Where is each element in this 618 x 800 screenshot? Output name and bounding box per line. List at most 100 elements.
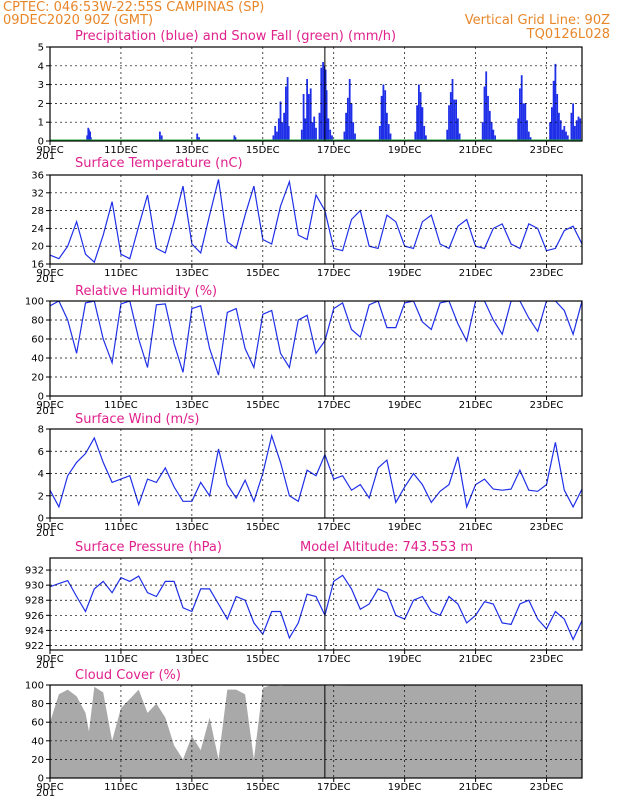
precip-bar xyxy=(558,112,560,141)
precip-bar xyxy=(453,99,456,141)
y-tick-label: 80 xyxy=(31,699,44,710)
x-tick-label: 11DEC xyxy=(104,522,138,533)
header-run-time: 09DEC2020 90Z (GMT) xyxy=(3,13,153,28)
x-tick-label: 19DEC xyxy=(388,145,422,156)
precip-bar xyxy=(352,122,355,141)
precip-bar xyxy=(88,129,90,141)
precip-bar xyxy=(286,77,289,141)
x-tick-label: 17DEC xyxy=(317,522,351,533)
precip-bar xyxy=(421,107,424,141)
precip-bar xyxy=(300,129,303,141)
precip-bar xyxy=(416,105,418,141)
x-tick-label: 17DEC xyxy=(317,268,351,279)
precip-bar xyxy=(529,137,532,141)
wind-panel: 0 2 4 6 8 9DEC 11DEC 13DEC 15DEC 17DEC 19DEC 21DEC 2… xyxy=(36,425,583,539)
precip-bar xyxy=(418,84,420,141)
humidity-data xyxy=(50,301,582,376)
precip-bar xyxy=(159,131,161,141)
precip-bar xyxy=(329,129,332,141)
precip-bar xyxy=(414,131,417,141)
precip-bar xyxy=(559,120,562,141)
wind-series-line xyxy=(50,433,582,510)
header-model-code: TQ0126L028 xyxy=(526,27,610,42)
x-tick-label: 11DEC xyxy=(104,654,138,665)
precip-bar xyxy=(304,118,307,141)
precip-bar xyxy=(549,122,551,141)
y-tick-label: 1 xyxy=(38,118,44,129)
y-tick-label: 28 xyxy=(31,206,44,217)
precip-bar xyxy=(285,86,287,141)
temperature-data xyxy=(50,179,582,264)
precip-bar xyxy=(425,135,427,141)
x-tick-label: 17DEC xyxy=(317,145,351,156)
x-tick-label: 13DEC xyxy=(175,268,209,279)
y-tick-label: 3 xyxy=(38,80,44,91)
x-year-label: 201 xyxy=(36,406,55,417)
y-tick-label: 4 xyxy=(38,469,44,480)
precip-bar xyxy=(86,135,89,141)
x-tick-label: 13DEC xyxy=(175,400,209,411)
humidity-panel: 0 20 40 60 80 100 9DEC 11DEC 13DEC 15DEC 17DEC 19DE… xyxy=(25,297,583,417)
precip-bar xyxy=(551,107,553,141)
precip-frame xyxy=(49,46,583,142)
y-tick-label: 926 xyxy=(25,611,44,622)
header-location: CPTEC: 046:53W-22:55S CAMPINAS (SP) xyxy=(3,0,264,15)
precip-bar xyxy=(198,137,200,141)
temperature-series-line xyxy=(50,179,582,264)
x-tick-label: 19DEC xyxy=(388,268,422,279)
precip-bar xyxy=(331,135,333,141)
x-tick-label: 23DEC xyxy=(530,654,564,665)
x-tick-label: 23DEC xyxy=(530,268,564,279)
precip-bar xyxy=(320,67,323,141)
x-tick-label: 15DEC xyxy=(246,654,280,665)
pressure-altitude-note: Model Altitude: 743.553 m xyxy=(300,540,473,555)
precip-bar xyxy=(574,126,576,141)
y-tick-label: 60 xyxy=(31,335,44,346)
precip-bar xyxy=(283,112,285,141)
precip-bar xyxy=(488,110,491,141)
precip-bar xyxy=(490,122,493,141)
precip-bar xyxy=(577,116,580,141)
precip-bar xyxy=(325,90,328,141)
y-tick-label: 20 xyxy=(31,242,44,253)
x-tick-label: 9DEC xyxy=(36,145,63,156)
wind-frame xyxy=(49,428,583,519)
y-tick-label: 40 xyxy=(31,354,44,365)
precip-bar xyxy=(234,137,237,141)
precip-bar xyxy=(458,133,461,141)
cloud-title: Cloud Cover (%) xyxy=(75,668,181,683)
x-year-label: 201 xyxy=(36,151,55,162)
precip-bar xyxy=(89,137,92,141)
precip-bar xyxy=(311,122,314,141)
x-tick-label: 13DEC xyxy=(175,522,209,533)
precip-bar xyxy=(380,95,383,141)
x-tick-label: 17DEC xyxy=(317,654,351,665)
precip-bar xyxy=(572,103,574,141)
cloud-frame xyxy=(49,684,583,779)
x-tick-label: 9DEC xyxy=(36,654,63,665)
pressure-frame xyxy=(49,557,583,651)
precip-bar xyxy=(281,122,284,141)
precip-bar xyxy=(378,126,381,141)
y-tick-label: 5 xyxy=(38,43,44,54)
x-tick-label: 15DEC xyxy=(246,522,280,533)
y-tick-label: 930 xyxy=(25,581,44,592)
x-tick-label: 11DEC xyxy=(104,145,138,156)
precip-bar xyxy=(522,103,525,141)
x-tick-label: 9DEC xyxy=(36,268,63,279)
x-tick-label: 23DEC xyxy=(530,400,564,411)
precip-bar xyxy=(449,92,452,141)
precip-bar xyxy=(570,112,573,141)
y-tick-label: 924 xyxy=(25,626,44,637)
x-tick-label: 21DEC xyxy=(459,782,493,793)
precip-bar xyxy=(309,88,312,141)
precip-bar xyxy=(563,126,566,141)
precip-bar xyxy=(561,129,564,141)
precip-bar xyxy=(494,135,496,141)
y-tick-label: 6 xyxy=(38,447,44,458)
precip-bar xyxy=(483,86,486,141)
precip-bar xyxy=(448,105,450,141)
precip-bar xyxy=(457,118,459,141)
precip-data xyxy=(50,62,582,141)
precip-bar xyxy=(382,84,385,141)
